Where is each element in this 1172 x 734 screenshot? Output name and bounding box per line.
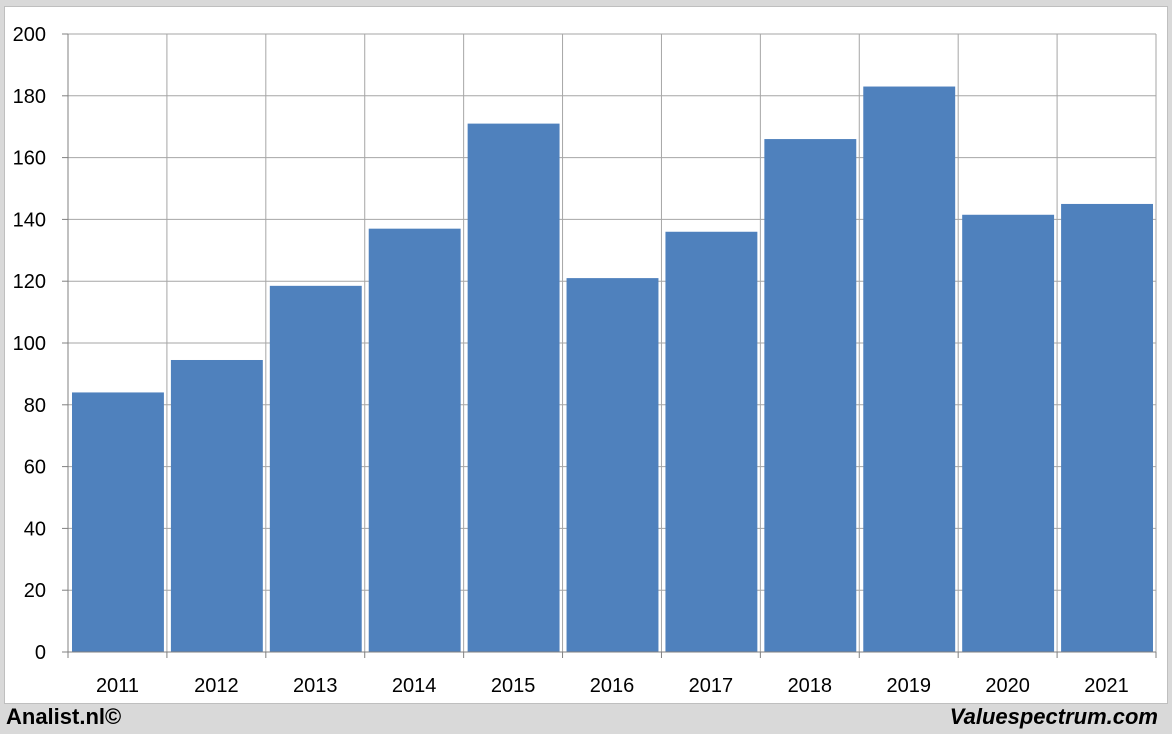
bar-2011: [72, 392, 164, 652]
bar-2018: [764, 139, 857, 652]
x-tick-label: 2019: [886, 675, 931, 697]
source-credit-left: Analist.nl©: [6, 704, 122, 729]
bar-2017: [665, 231, 758, 652]
y-tick-label: 100: [13, 333, 46, 355]
y-tick-label: 200: [13, 24, 46, 46]
y-tick-label: 60: [24, 457, 46, 479]
x-tick-label: 2018: [788, 675, 833, 697]
bar-2013: [269, 285, 362, 652]
bar-2019: [863, 86, 956, 652]
bar-2020: [962, 214, 1055, 652]
x-tick-label: 2011: [96, 675, 139, 697]
y-tick-label: 120: [13, 271, 46, 293]
bar-2014: [368, 228, 461, 653]
source-credit-right: Valuespectrum.com: [949, 704, 1158, 729]
x-tick-label: 2017: [689, 675, 734, 697]
x-tick-label: 2021: [1084, 675, 1129, 697]
y-tick-label: 160: [13, 148, 46, 170]
y-tick-label: 0: [35, 642, 46, 664]
bar-2016: [566, 278, 659, 652]
x-tick-label: 2014: [392, 675, 437, 697]
bar-2015: [467, 123, 560, 653]
x-tick-label: 2016: [590, 675, 635, 697]
bar-2012: [170, 359, 263, 652]
x-tick-label: 2012: [194, 675, 239, 697]
y-tick-label: 80: [24, 395, 46, 417]
x-tick-label: 2013: [293, 675, 338, 697]
x-tick-label: 2020: [985, 675, 1030, 697]
y-tick-label: 180: [13, 86, 46, 108]
y-tick-label: 40: [24, 518, 46, 540]
y-tick-label: 140: [13, 209, 46, 231]
bar-2021: [1061, 203, 1153, 652]
x-tick-label: 2015: [491, 675, 536, 697]
y-tick-label: 20: [24, 580, 46, 602]
